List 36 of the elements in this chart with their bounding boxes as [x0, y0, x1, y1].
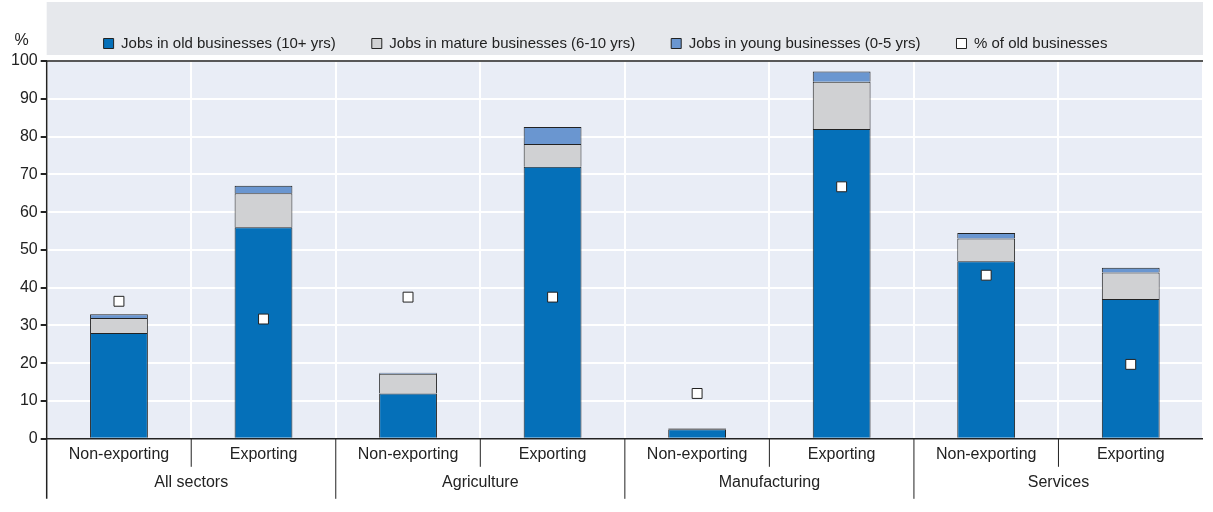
x-tick-label: Non-exporting [646, 444, 748, 462]
text: Manufacturing [718, 473, 821, 491]
legend-label: Jobs in mature businesses (6-10 yrs) [389, 33, 636, 51]
y-tick-label: 70 [19, 164, 38, 182]
x-tick-label: Exporting [518, 444, 587, 462]
y-tick-label: 90 [19, 89, 38, 107]
x-tick-label: Exporting [1096, 444, 1165, 462]
legend-label: Jobs in young businesses (0-5 yrs) [688, 33, 921, 51]
x-tick-label: Exporting [807, 444, 876, 462]
point [113, 295, 125, 307]
y-tick-label: 40 [19, 278, 38, 296]
x-tick-label: Non-exporting [357, 444, 459, 462]
point [980, 269, 992, 281]
point [836, 181, 848, 193]
legend-label: Jobs in old businesses (10+ yrs) [121, 33, 336, 51]
y-axis-title: % [14, 31, 29, 49]
y-tick-label: 60 [19, 202, 38, 220]
y-tick-label: 30 [19, 315, 38, 333]
point [691, 388, 703, 399]
point [258, 313, 269, 325]
y-tick-label: 100 [10, 51, 38, 69]
point [547, 291, 559, 303]
text: All sectors [154, 473, 229, 491]
y-tick-label: 80 [19, 126, 38, 144]
x-tick-label: Exporting [229, 444, 298, 462]
y-tick-label: 20 [19, 353, 38, 371]
point [1125, 358, 1137, 370]
x-tick-label: Non-exporting [935, 444, 1037, 462]
y-tick-label: 0 [28, 429, 38, 447]
point [402, 291, 414, 303]
y-tick-label: 50 [19, 240, 38, 258]
legend-label: % of old businesses [973, 33, 1108, 51]
x-tick-label: Non-exporting [68, 444, 170, 462]
text: Agriculture [442, 473, 519, 491]
text: Services [1027, 473, 1090, 491]
y-tick-label: 10 [19, 391, 38, 409]
